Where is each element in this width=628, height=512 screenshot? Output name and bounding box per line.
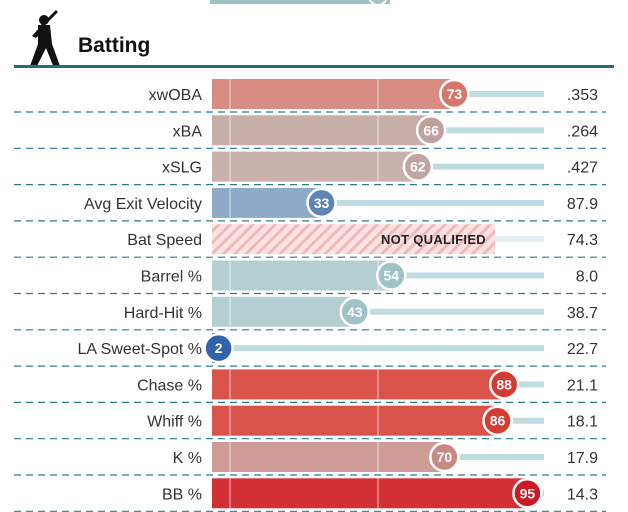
percentile-row: K % 70 17.9 bbox=[14, 441, 606, 476]
stat-label: BB % bbox=[162, 486, 202, 503]
percentile-badge-value: 70 bbox=[437, 449, 453, 465]
percentile-row: Whiff % 86 18.1 bbox=[14, 405, 606, 440]
percentile-track bbox=[444, 454, 544, 460]
percentile-badge-value: 66 bbox=[423, 122, 439, 138]
percentile-badge bbox=[512, 478, 543, 509]
percentile-bar bbox=[212, 442, 445, 472]
not-qualified-label: NOT QUALIFIED bbox=[381, 232, 486, 247]
stat-label: Whiff % bbox=[147, 414, 202, 431]
percentile-row: Chase % 88 21.1 bbox=[14, 369, 606, 403]
stat-value: 21.1 bbox=[567, 377, 598, 394]
stat-label: LA Sweet-Spot % bbox=[77, 341, 202, 358]
percentile-badge-value: 95 bbox=[520, 485, 536, 501]
percentile-badge bbox=[402, 151, 434, 182]
percentile-badge bbox=[339, 296, 371, 328]
stat-label: Avg Exit Velocity bbox=[84, 196, 202, 213]
stat-value: 87.9 bbox=[567, 196, 598, 213]
percentile-badge bbox=[415, 115, 447, 146]
stat-label: Chase % bbox=[137, 377, 202, 394]
percentile-track bbox=[417, 163, 544, 170]
stat-value: .427 bbox=[567, 160, 598, 177]
percentile-row: xBA 66 .264 bbox=[14, 115, 606, 149]
percentile-track bbox=[497, 417, 544, 424]
percentile-bar bbox=[212, 151, 418, 182]
stat-label: Barrel % bbox=[141, 269, 202, 286]
percentile-row: Hard-Hit % 43 38.7 bbox=[14, 296, 606, 331]
percentile-badge-value: 62 bbox=[410, 159, 426, 175]
percentile-bar bbox=[212, 369, 505, 400]
stat-label: Hard-Hit % bbox=[124, 305, 202, 322]
section-title: Batting bbox=[78, 34, 151, 57]
stat-value: 18.1 bbox=[567, 414, 598, 431]
percentile-badge-value: 73 bbox=[447, 86, 463, 102]
percentile-bar bbox=[212, 296, 355, 327]
stat-value: 14.3 bbox=[567, 486, 598, 503]
percentile-badge-value: 33 bbox=[314, 195, 330, 211]
percentile-bar bbox=[212, 187, 322, 218]
not-qualified-bar bbox=[212, 224, 495, 255]
percentile-row: BB % 95 14.3 bbox=[14, 478, 606, 512]
percentile-track bbox=[454, 91, 544, 97]
percentile-track bbox=[321, 199, 544, 206]
percentile-track bbox=[354, 308, 544, 315]
stat-value: 17.9 bbox=[567, 450, 598, 467]
percentile-track bbox=[495, 236, 544, 243]
batter-silhouette-icon bbox=[30, 10, 60, 68]
percentile-badge-value: 86 bbox=[490, 413, 506, 429]
percentile-track bbox=[431, 127, 544, 134]
previous-section-bar-fragment bbox=[210, 0, 390, 6]
percentile-badge bbox=[306, 187, 337, 219]
stat-value: 22.7 bbox=[567, 341, 598, 358]
percentile-track bbox=[504, 381, 544, 388]
percentile-badge bbox=[429, 441, 460, 473]
percentile-bar bbox=[212, 260, 392, 291]
percentile-badge bbox=[488, 369, 520, 400]
percentile-badge-value: 88 bbox=[496, 376, 512, 392]
percentile-bar bbox=[212, 478, 528, 509]
percentile-badge bbox=[482, 405, 513, 436]
stat-label: xSLG bbox=[162, 160, 202, 177]
stat-label: Bat Speed bbox=[127, 232, 202, 249]
percentile-bar bbox=[212, 115, 432, 146]
stat-label: xwOBA bbox=[149, 87, 203, 104]
percentile-row: Barrel % 54 8.0 bbox=[14, 260, 606, 295]
percentile-bar bbox=[212, 79, 455, 109]
percentile-badge-value: 54 bbox=[383, 268, 399, 284]
stat-value: .264 bbox=[567, 123, 598, 140]
percentile-badge bbox=[439, 78, 470, 110]
stat-value: 74.3 bbox=[567, 232, 598, 249]
percentile-bar bbox=[212, 405, 498, 436]
percentile-badge-value: 43 bbox=[347, 304, 363, 320]
percentile-track bbox=[218, 345, 544, 352]
section-underline bbox=[14, 65, 614, 68]
percentile-badge-value: 2 bbox=[215, 340, 223, 356]
percentile-row: Bat Speed NOT QUALIFIED 74.3 bbox=[14, 224, 606, 258]
percentile-row: xwOBA 73 .353 bbox=[14, 78, 606, 113]
stat-value: 8.0 bbox=[576, 269, 598, 286]
percentile-row: xSLG 62 .427 bbox=[14, 151, 606, 186]
percentile-row: Avg Exit Velocity 33 87.9 bbox=[14, 187, 606, 222]
stat-label: xBA bbox=[173, 123, 203, 140]
stat-label: K % bbox=[173, 450, 202, 467]
section-header: Batting bbox=[14, 8, 614, 70]
stat-value: 38.7 bbox=[567, 305, 598, 322]
percentile-row: LA Sweet-Spot % 2 22.7 bbox=[14, 332, 606, 367]
stat-value: .353 bbox=[567, 87, 598, 104]
percentile-track bbox=[391, 272, 544, 279]
percentile-badge bbox=[203, 332, 234, 364]
percentile-badge bbox=[376, 260, 407, 291]
